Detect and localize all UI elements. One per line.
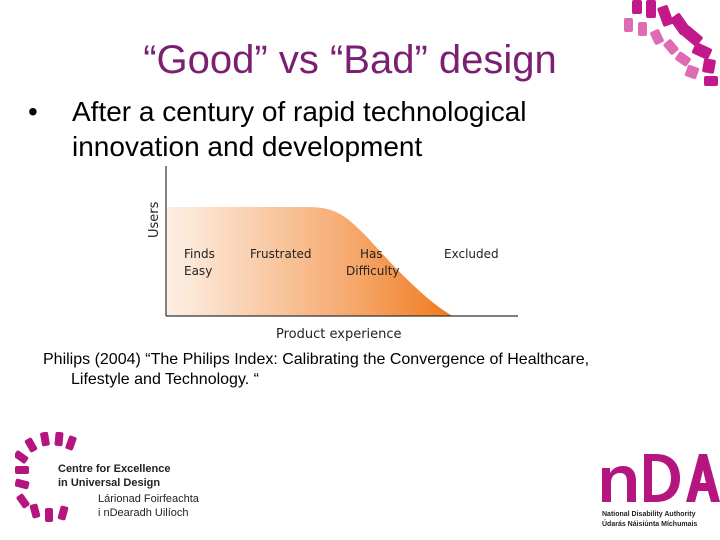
citation-line-2: Lifestyle and Technology. “ [71, 371, 259, 388]
slide-title: “Good” vs “Bad” design [143, 38, 557, 82]
region-label-line: Has [360, 247, 383, 261]
region-label-finds: Finds Easy [184, 247, 219, 278]
nda-line-2: Údarás Náisiúnta Míchumais [602, 519, 697, 528]
nda-logo: National Disability Authority Údarás Nái… [602, 454, 720, 528]
corner-logo-arc [624, 0, 718, 86]
region-label-difficulty: Has Difficulty [346, 247, 400, 278]
citation-line-1: Philips (2004) “The Philips Index: Calib… [43, 351, 590, 368]
bullet-marker: • [28, 96, 38, 127]
bullet-text: After a century of rapid technological i… [72, 96, 527, 162]
ceud-line-3: Lárionad Foirfeachta [98, 493, 200, 505]
ceud-line-4: i nDearadh Uilíoch [98, 507, 189, 519]
ceud-line-1: Centre for Excellence [58, 463, 171, 475]
region-label-line: Easy [184, 264, 212, 278]
region-label-line: Finds [184, 247, 215, 261]
region-label-line: Excluded [444, 247, 499, 261]
ceud-line-2: in Universal Design [58, 477, 160, 489]
citation: Philips (2004) “The Philips Index: Calib… [43, 350, 713, 390]
svg-text:National Disability Authority: National Disability Authority Údarás Nái… [602, 511, 697, 528]
user-experience-chart: Users Product experience Finds Easy Frus… [147, 166, 518, 342]
region-label-line: Frustrated [250, 247, 312, 261]
region-label-frustrated: Frustrated [250, 247, 312, 261]
svg-text:Centre for Excellence in U: Centre for Excellence in Universal Desig… [58, 463, 174, 489]
svg-text:Lárionad Foirfeachta i nDe: Lárionad Foirfeachta i nDearadh Uilíoch [98, 493, 202, 519]
nda-line-1: National Disability Authority [602, 511, 696, 518]
user-area [166, 207, 453, 316]
y-axis-label: Users [147, 201, 162, 238]
region-label-excluded: Excluded [444, 247, 499, 261]
x-axis-label: Product experience [276, 327, 402, 342]
ceud-logo: Centre for Excellence in Universal Desig… [15, 432, 202, 522]
region-label-line: Difficulty [346, 264, 400, 278]
